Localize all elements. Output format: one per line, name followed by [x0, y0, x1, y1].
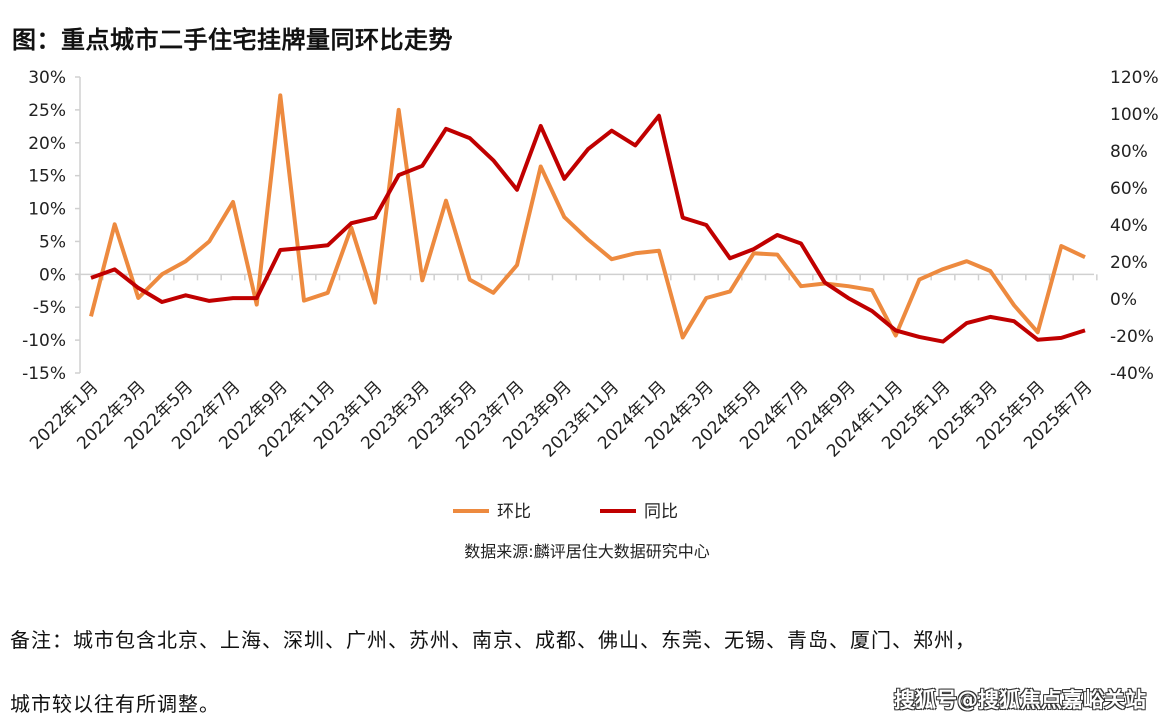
series-line-yoy	[90, 113, 1086, 344]
left-axis-tick-label: 5%	[39, 232, 66, 252]
left-axis-tick-label: 10%	[28, 200, 66, 220]
series-line-mom	[89, 93, 1086, 340]
right-axis-tick-label: 80%	[1110, 142, 1148, 162]
right-axis-tick-label: 20%	[1110, 253, 1148, 273]
right-axis-tick-label: 0%	[1110, 290, 1137, 310]
right-axis-tick-label: -40%	[1110, 364, 1154, 384]
left-axis-tick-label: 15%	[28, 167, 66, 187]
watermark: 搜狐号@搜狐焦点嘉峪关站	[894, 688, 1146, 712]
left-axis-tick-label: 0%	[39, 265, 66, 285]
source-note: 数据来源:麟评居住大数据研究中心	[464, 542, 710, 561]
right-axis-tick-label: 40%	[1110, 216, 1148, 236]
left-axis-tick-label: 30%	[28, 68, 66, 88]
left-axis-tick-label: 25%	[28, 101, 66, 121]
legend-label-mom: 环比	[497, 502, 531, 522]
legend-label-yoy: 同比	[644, 502, 678, 522]
right-axis-tick-label: 120%	[1110, 68, 1159, 88]
remark-line-1: 备注：城市包含北京、上海、深圳、广州、苏州、南京、成都、佛山、东莞、无锡、青岛、…	[10, 628, 976, 652]
right-axis-tick-label: -20%	[1110, 327, 1154, 347]
chart-title: 图：重点城市二手住宅挂牌量同环比走势	[12, 26, 453, 54]
right-axis-tick-label: 60%	[1110, 179, 1148, 199]
remark-line-2: 城市较以往有所调整。	[10, 692, 220, 716]
line-chart: 30% 25% 20% 15% 10% 5% 0% -5% -10% -15% 120% 100% 80…	[22, 68, 1159, 522]
left-axis-tick-label: 20%	[28, 134, 66, 154]
right-axis-tick-label: 100%	[1110, 105, 1159, 125]
left-axis-tick-label: -15%	[22, 364, 66, 384]
left-axis-tick-label: -5%	[33, 298, 66, 318]
left-axis-tick-label: -10%	[22, 331, 66, 351]
